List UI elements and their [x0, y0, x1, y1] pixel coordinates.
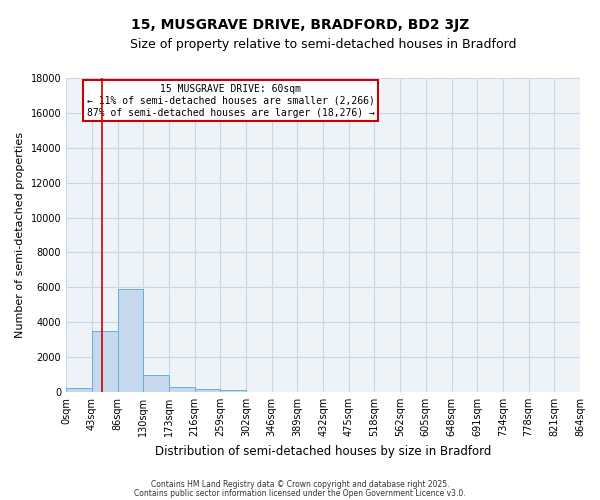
Title: Size of property relative to semi-detached houses in Bradford: Size of property relative to semi-detach…: [130, 38, 517, 51]
Text: Contains public sector information licensed under the Open Government Licence v3: Contains public sector information licen…: [134, 488, 466, 498]
Bar: [92, 331, 118, 392]
Bar: [143, 376, 169, 392]
Bar: [118, 289, 143, 392]
Bar: [220, 390, 246, 392]
Bar: [194, 390, 220, 392]
Bar: [169, 386, 194, 392]
Text: 15 MUSGRAVE DRIVE: 60sqm
← 11% of semi-detached houses are smaller (2,266)
87% o: 15 MUSGRAVE DRIVE: 60sqm ← 11% of semi-d…: [86, 84, 374, 117]
Bar: [66, 388, 92, 392]
Y-axis label: Number of semi-detached properties: Number of semi-detached properties: [15, 132, 25, 338]
Text: 15, MUSGRAVE DRIVE, BRADFORD, BD2 3JZ: 15, MUSGRAVE DRIVE, BRADFORD, BD2 3JZ: [131, 18, 469, 32]
X-axis label: Distribution of semi-detached houses by size in Bradford: Distribution of semi-detached houses by …: [155, 444, 491, 458]
Text: Contains HM Land Registry data © Crown copyright and database right 2025.: Contains HM Land Registry data © Crown c…: [151, 480, 449, 489]
